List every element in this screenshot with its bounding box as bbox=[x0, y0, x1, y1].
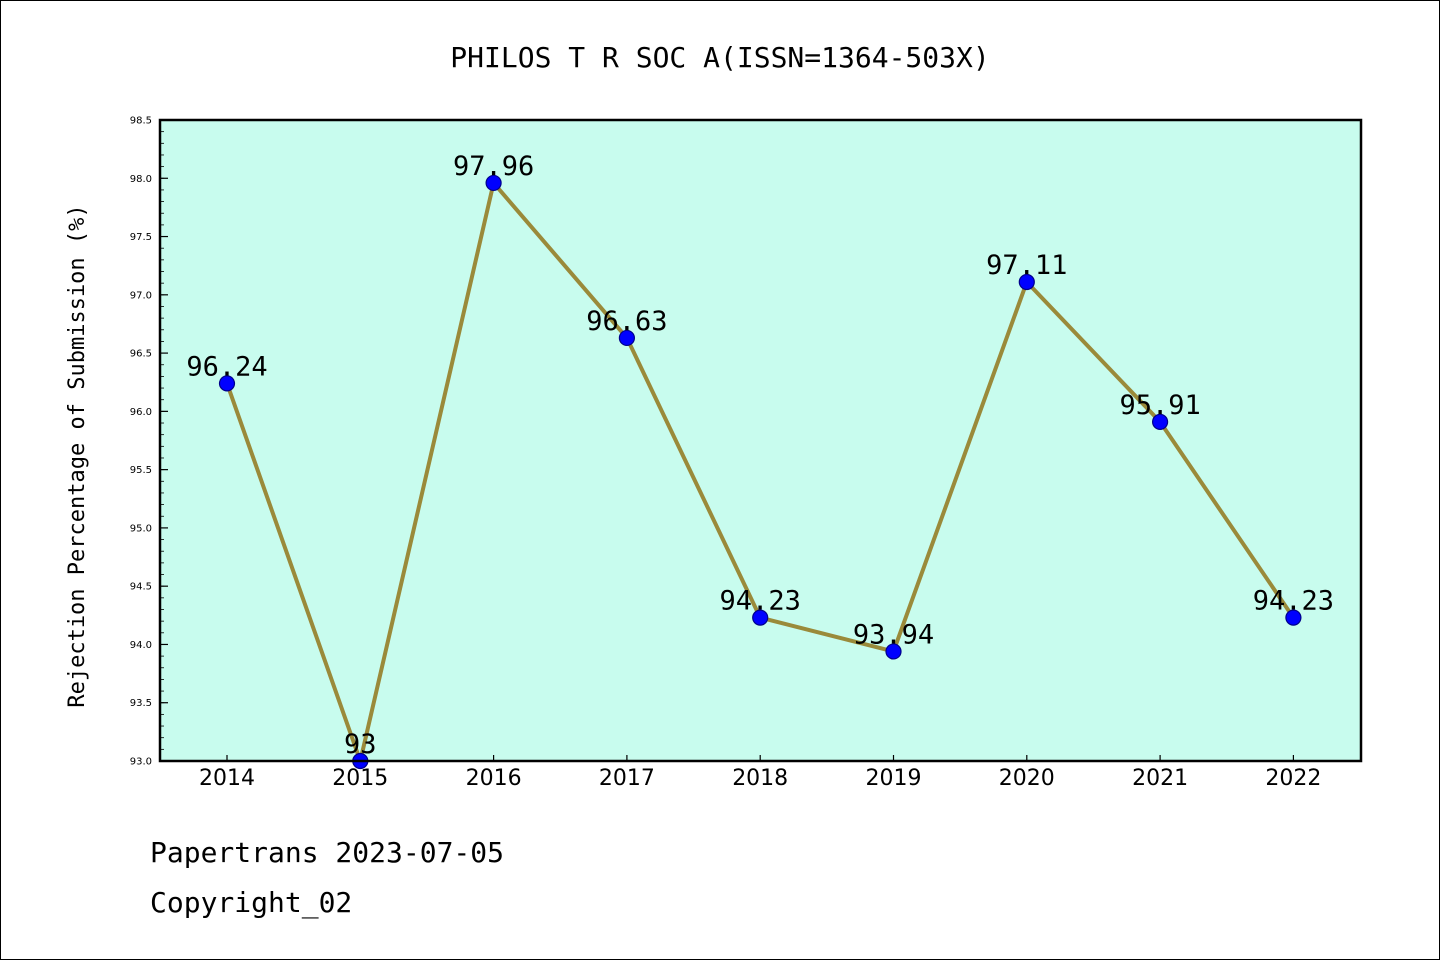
y-tick-label: 96.5 bbox=[130, 349, 152, 360]
data-point-2018 bbox=[752, 609, 769, 626]
data-label-2015: 93 bbox=[344, 729, 377, 760]
x-tick-label: 2020 bbox=[999, 766, 1055, 791]
x-tick-label: 2022 bbox=[1265, 766, 1321, 791]
x-tick-label: 2014 bbox=[199, 766, 255, 791]
x-tick-label: 2021 bbox=[1132, 766, 1188, 791]
y-tick-label: 94.0 bbox=[130, 640, 152, 651]
x-tick-label: 2018 bbox=[732, 766, 788, 791]
y-tick-label: 95.0 bbox=[130, 523, 152, 534]
data-label-2021: 95.91 bbox=[1119, 390, 1200, 421]
chart-title: PHILOS T R SOC A(ISSN=1364-503X) bbox=[450, 41, 989, 74]
y-tick-label: 93.0 bbox=[130, 757, 152, 768]
data-label-2019: 93.94 bbox=[853, 619, 934, 650]
y-tick-label: 97.5 bbox=[130, 232, 152, 243]
data-label-2017: 96.63 bbox=[586, 306, 667, 337]
x-tick-label: 2015 bbox=[332, 766, 388, 791]
data-point-2016 bbox=[485, 174, 502, 192]
data-point-2017 bbox=[618, 329, 636, 347]
y-axis: 93.0 93.5 94.0 94.5 95.0 95.5 96.0 96.5 97.0 97.5… bbox=[130, 116, 168, 768]
x-tick-label: 2017 bbox=[599, 766, 655, 791]
y-tick-label: 95.5 bbox=[130, 465, 152, 476]
footer-copyright-text: Copyright_02 bbox=[150, 886, 353, 919]
y-tick-label: 98.5 bbox=[130, 116, 152, 127]
plot-border bbox=[158, 118, 1363, 763]
y-tick-label: 94.5 bbox=[130, 582, 152, 593]
data-point-2019 bbox=[885, 643, 902, 660]
data-markers bbox=[218, 174, 1302, 770]
data-label-2016: 97.96 bbox=[453, 151, 534, 182]
y-tick-label: 98.0 bbox=[130, 174, 152, 185]
data-labels: 96.24 93 97.96 96.63 94.23 93.94 97.11 95.91 94.… bbox=[186, 151, 1334, 760]
x-tick-label: 2016 bbox=[466, 766, 522, 791]
y-tick-label: 96.0 bbox=[130, 407, 152, 418]
data-point-2020 bbox=[1018, 273, 1035, 291]
footer-date-text: Papertrans 2023-07-05 bbox=[150, 836, 505, 869]
x-axis: 2014 2015 2016 2017 2018 2019 2020 2021 2022 bbox=[199, 755, 1321, 791]
plot-area bbox=[160, 120, 1361, 761]
data-label-2022: 94.23 bbox=[1253, 586, 1334, 617]
y-axis-label: Rejection Percentage of Submission (%) bbox=[65, 204, 90, 707]
data-point-2022 bbox=[1285, 609, 1302, 626]
x-tick-label: 2019 bbox=[866, 766, 922, 791]
data-label-2018: 94.23 bbox=[720, 586, 801, 617]
data-point-2014 bbox=[218, 375, 236, 392]
data-label-2014: 96.24 bbox=[186, 351, 267, 382]
data-point-2021 bbox=[1151, 413, 1169, 430]
data-label-2020: 97.11 bbox=[986, 250, 1067, 281]
y-tick-label: 93.5 bbox=[130, 698, 152, 709]
y-tick-label: 97.0 bbox=[130, 290, 152, 301]
